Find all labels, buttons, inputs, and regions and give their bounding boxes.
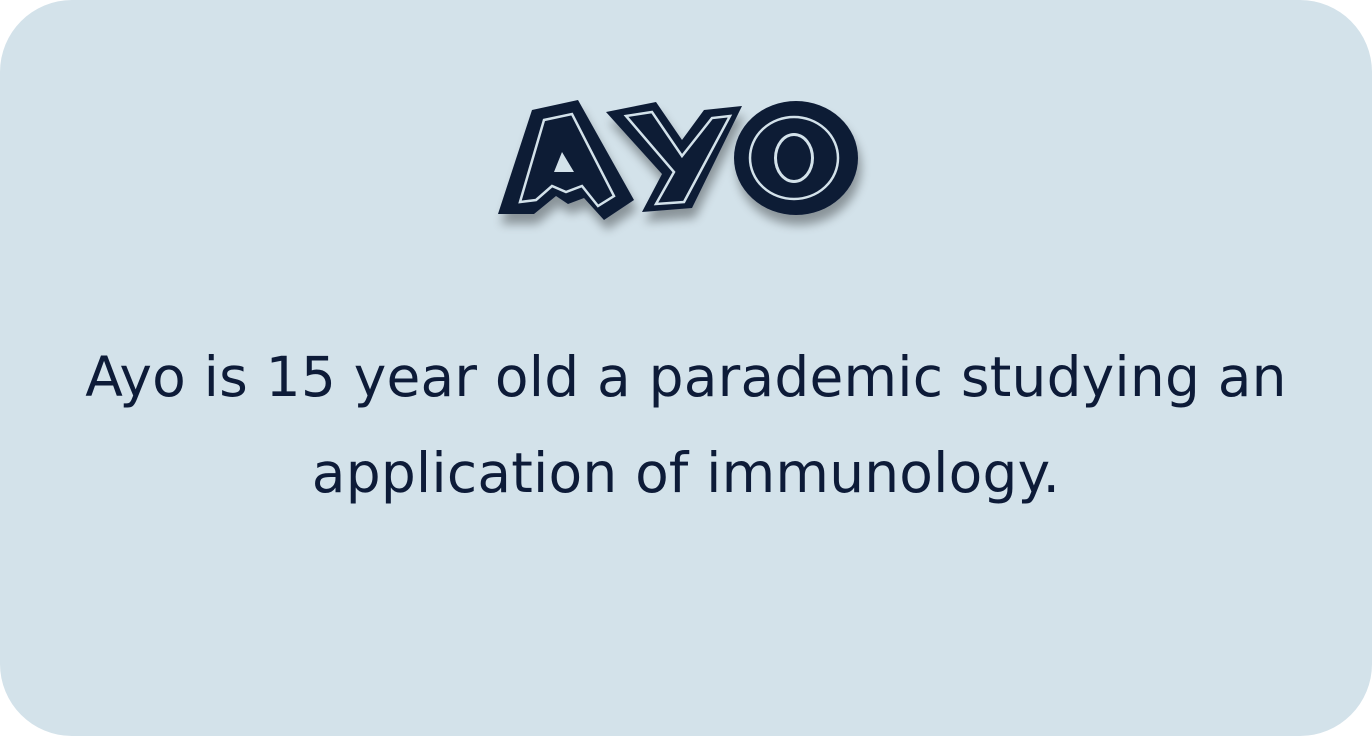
logo-letter-a [498,100,634,220]
ayo-logo-graphic [498,100,858,220]
bio-text: Ayo is 15 year old a parademic studying … [85,345,1287,505]
ayo-logo [486,92,886,238]
logo-letter-y [606,102,742,212]
logo-letter-o [734,101,858,215]
